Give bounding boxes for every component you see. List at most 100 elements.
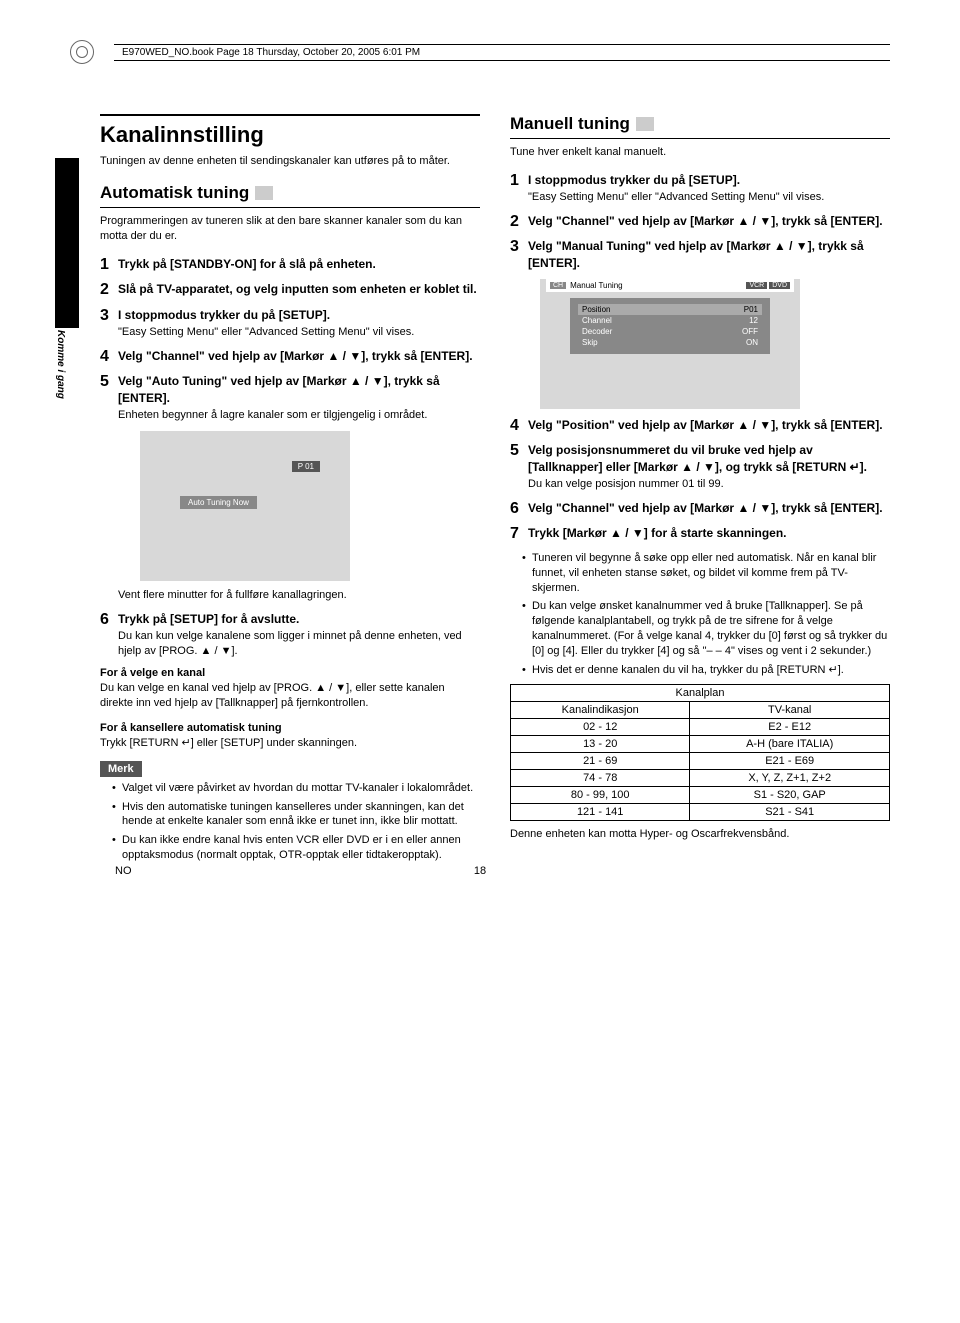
- step-number: 4: [510, 417, 528, 435]
- section-manual-text: Manuell tuning: [510, 114, 630, 134]
- step-text: Trykk på [STANDBY-ON] for å slå på enhet…: [118, 256, 480, 272]
- section-icon: [255, 186, 273, 200]
- bullet-item: Tuneren vil begynne å søke opp eller ned…: [522, 551, 890, 596]
- table-cell: 02 - 12: [511, 718, 690, 735]
- manual-tuning-screen: CH Manual Tuning VCR DVD Position P01 Cha…: [540, 279, 800, 409]
- cancel-tuning-block: For å kansellere automatisk tuning Trykk…: [100, 721, 480, 751]
- menu-key: Skip: [582, 338, 598, 347]
- select-channel-title: For å velge en kanal: [100, 666, 480, 681]
- step-number: 1: [100, 256, 118, 274]
- bullet-item: Hvis det er denne kanalen du vil ha, try…: [522, 663, 890, 678]
- section-rule: [510, 138, 890, 139]
- main-intro: Tuningen av denne enheten til sendingska…: [100, 154, 480, 169]
- step-text: Velg "Channel" ved hjelp av [Markør ▲ / …: [528, 500, 890, 516]
- menu-row: Channel12: [582, 315, 758, 326]
- title-rule: [100, 114, 480, 116]
- section-automatic-intro: Programmeringen av tuneren slik at den b…: [100, 214, 480, 244]
- section-manual-intro: Tune hver enkelt kanal manuelt.: [510, 145, 890, 160]
- menu-val: ON: [746, 338, 758, 347]
- menu-key: Position: [582, 305, 610, 314]
- table-cell: X, Y, Z, Z+1, Z+2: [690, 769, 890, 786]
- footer-lang: NO: [115, 865, 132, 877]
- step-number: 7: [510, 525, 528, 543]
- screen-title: Manual Tuning: [570, 281, 622, 290]
- step-number: 6: [510, 500, 528, 518]
- step-item: 3 I stoppmodus trykker du på [SETUP]. "E…: [100, 307, 480, 340]
- cancel-tuning-title: For å kansellere automatisk tuning: [100, 721, 480, 736]
- section-rule: [100, 207, 480, 208]
- table-title: Kanalplan: [511, 684, 890, 701]
- table-cell: E2 - E12: [690, 718, 890, 735]
- footer-page-number: 18: [474, 865, 486, 877]
- step-number: 1: [510, 172, 528, 205]
- table-cell: 80 - 99, 100: [511, 786, 690, 803]
- step-text: Slå på TV-apparatet, og velg inputten so…: [118, 281, 480, 297]
- step-text: Velg posisjonsnummeret du vil bruke ved …: [528, 442, 890, 474]
- menu-val: 12: [749, 316, 758, 325]
- table-cell: 13 - 20: [511, 735, 690, 752]
- side-tab-label: Komme i gang: [55, 330, 66, 399]
- bullet-item: Du kan ikke endre kanal hvis enten VCR e…: [112, 833, 480, 863]
- table-note: Denne enheten kan motta Hyper- og Oscarf…: [510, 827, 890, 842]
- select-channel-block: For å velge en kanal Du kan velge en kan…: [100, 666, 480, 711]
- step-number: 5: [510, 442, 528, 491]
- bullet-item: Du kan velge ønsket kanalnummer ved å br…: [522, 599, 890, 658]
- step-item: 6 Trykk på [SETUP] for å avslutte. Du ka…: [100, 611, 480, 659]
- step-number: 5: [100, 373, 118, 422]
- step-number: 3: [100, 307, 118, 340]
- select-channel-text: Du kan velge en kanal ved hjelp av [PROG…: [100, 682, 445, 709]
- dvd-badge: DVD: [769, 282, 790, 289]
- step-number: 4: [100, 348, 118, 366]
- screen-titlebar: CH Manual Tuning VCR DVD: [546, 279, 794, 292]
- step-item: 1 I stoppmodus trykker du på [SETUP]. "E…: [510, 172, 890, 205]
- step-item: 3 Velg "Manual Tuning" ved hjelp av [Mar…: [510, 238, 890, 270]
- step-text: Trykk [Markør ▲ / ▼] for å starte skanni…: [528, 525, 890, 541]
- table-cell: S21 - S41: [690, 803, 890, 820]
- step-item: 1 Trykk på [STANDBY-ON] for å slå på enh…: [100, 256, 480, 274]
- step-number: 2: [510, 213, 528, 231]
- step-item: 2 Velg "Channel" ved hjelp av [Markør ▲ …: [510, 213, 890, 231]
- menu-row: DecoderOFF: [582, 326, 758, 337]
- table-head: Kanalindikasjon: [511, 701, 690, 718]
- screen-status-label: Auto Tuning Now: [180, 496, 257, 509]
- step-text: Velg "Channel" ved hjelp av [Markør ▲ / …: [528, 213, 890, 229]
- table-head: TV-kanal: [690, 701, 890, 718]
- step-text: I stoppmodus trykker du på [SETUP].: [528, 172, 890, 188]
- table-cell: S1 - S20, GAP: [690, 786, 890, 803]
- table-cell: 121 - 141: [511, 803, 690, 820]
- page-footer: NO 18: [0, 865, 960, 877]
- step-note: "Easy Setting Menu" eller "Advanced Sett…: [528, 190, 890, 205]
- bullet-item: Hvis den automatiske tuningen kansellere…: [112, 800, 480, 830]
- step-text: Trykk på [SETUP] for å avslutte.: [118, 611, 480, 627]
- step-item: 4 Velg "Channel" ved hjelp av [Markør ▲ …: [100, 348, 480, 366]
- step-item: 2 Slå på TV-apparatet, og velg inputten …: [100, 281, 480, 299]
- step-number: 3: [510, 238, 528, 270]
- step-note: Du kan velge posisjon nummer 01 til 99.: [528, 477, 890, 492]
- step-note: "Easy Setting Menu" eller "Advanced Sett…: [118, 325, 480, 340]
- channel-plan-table: Kanalplan Kanalindikasjon TV-kanal 02 - …: [510, 684, 890, 821]
- step-note: Du kan kun velge kanalene som ligger i m…: [118, 629, 480, 659]
- step-note: Enheten begynner å lagre kanaler som er …: [118, 408, 480, 423]
- step-item: 6 Velg "Channel" ved hjelp av [Markør ▲ …: [510, 500, 890, 518]
- menu-val: P01: [744, 305, 758, 314]
- step-text: Velg "Channel" ved hjelp av [Markør ▲ / …: [118, 348, 480, 364]
- ch-icon: CH: [550, 282, 566, 289]
- section-automatic-text: Automatisk tuning: [100, 183, 249, 203]
- step-text: Velg "Auto Tuning" ved hjelp av [Markør …: [118, 373, 480, 405]
- table-cell: 74 - 78: [511, 769, 690, 786]
- table-cell: 21 - 69: [511, 752, 690, 769]
- bullet-item: Valget vil være påvirket av hvordan du m…: [112, 781, 480, 796]
- table-cell: A-H (bare ITALIA): [690, 735, 890, 752]
- step-text: I stoppmodus trykker du på [SETUP].: [118, 307, 480, 323]
- step-number: 6: [100, 611, 118, 659]
- page-header: E970WED_NO.book Page 18 Thursday, Octobe…: [70, 40, 890, 64]
- table-cell: E21 - E69: [690, 752, 890, 769]
- menu-row: Skip ON: [582, 337, 758, 348]
- note-badge: Merk: [100, 761, 142, 777]
- vcr-badge: VCR: [746, 282, 767, 289]
- step-number: 2: [100, 281, 118, 299]
- section-icon: [636, 117, 654, 131]
- section-automatic-title: Automatisk tuning: [100, 183, 480, 203]
- registration-mark-icon: [70, 40, 94, 64]
- screen-position-label: P 01: [292, 461, 320, 472]
